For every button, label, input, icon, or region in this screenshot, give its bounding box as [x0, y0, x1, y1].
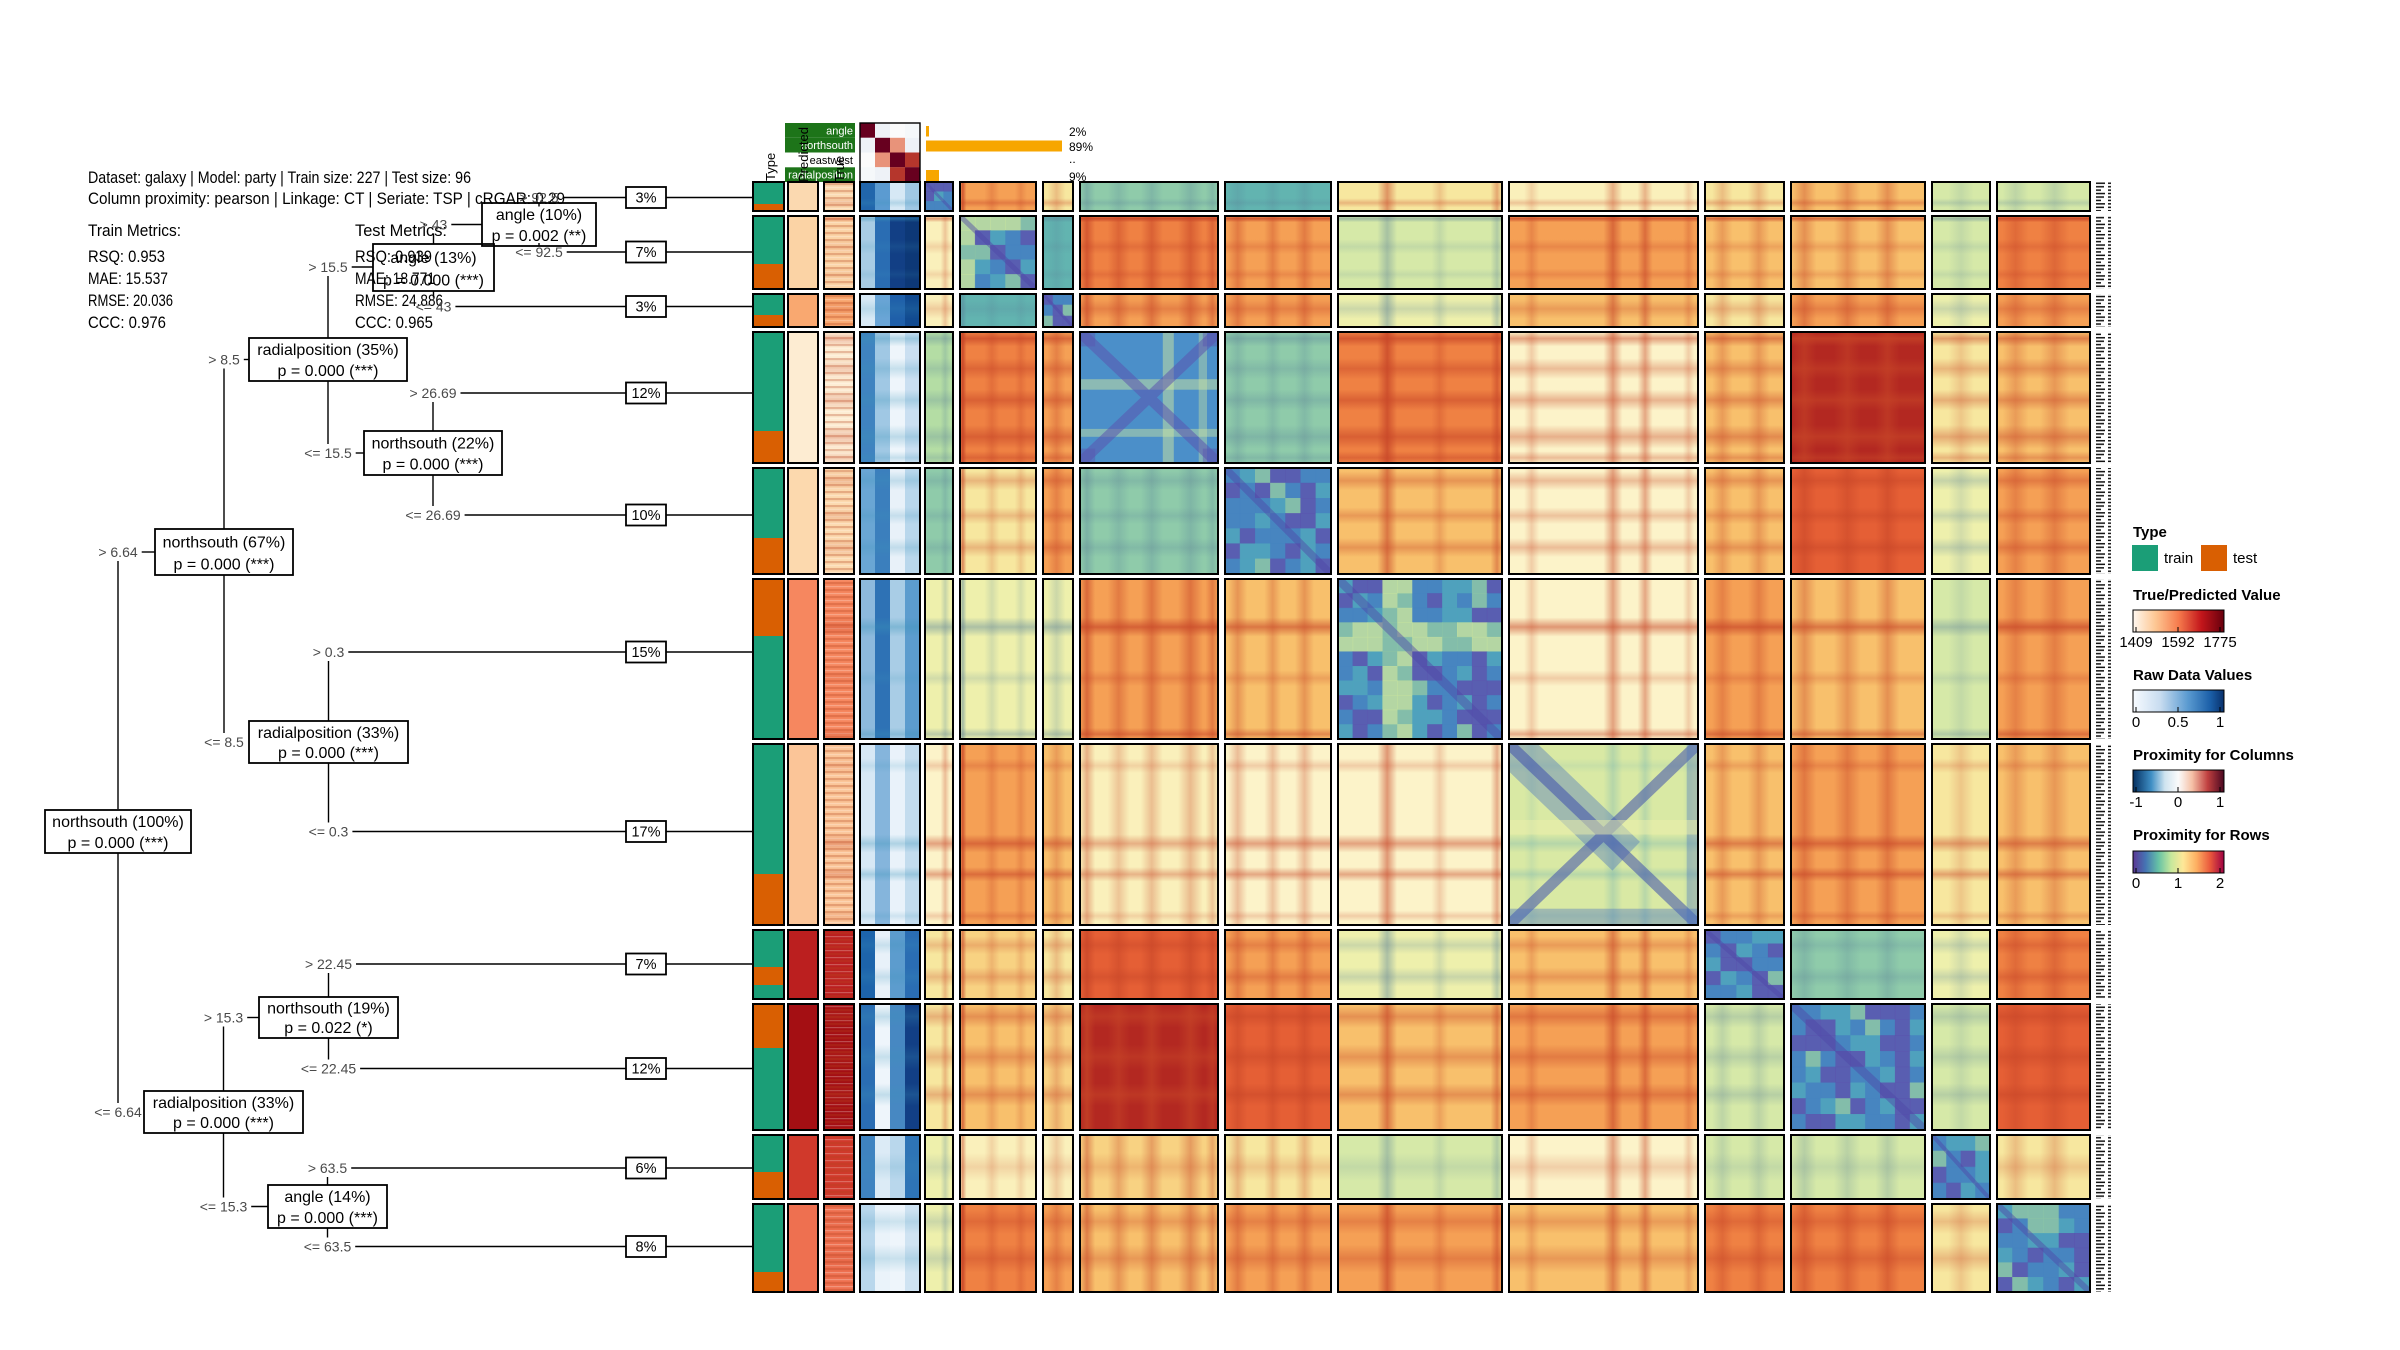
svg-text:1: 1: [2216, 714, 2224, 731]
svg-text:<= 92.5: <= 92.5: [515, 244, 563, 260]
svg-text:10%: 10%: [631, 508, 660, 524]
svg-text:3%: 3%: [636, 191, 657, 207]
svg-text:northsouth (67%): northsouth (67%): [163, 534, 286, 551]
svg-text:0: 0: [2132, 714, 2140, 731]
svg-text:train: train: [2164, 550, 2193, 567]
svg-text:radialposition (35%): radialposition (35%): [257, 342, 398, 359]
svg-text:p = 0.000 (***): p = 0.000 (***): [278, 363, 379, 380]
svg-text:northsouth (22%): northsouth (22%): [372, 436, 495, 453]
svg-text:angle: angle: [826, 125, 853, 137]
svg-text:6%: 6%: [636, 1161, 657, 1177]
svg-text:CCC: 0.976: CCC: 0.976: [88, 314, 166, 332]
svg-text:17%: 17%: [631, 825, 660, 841]
svg-text:0: 0: [2174, 794, 2182, 811]
svg-text:7%: 7%: [636, 957, 657, 973]
svg-text:> 6.64: > 6.64: [98, 544, 138, 560]
svg-text:eastwest: eastwest: [810, 155, 853, 167]
svg-text:12%: 12%: [631, 1062, 660, 1078]
svg-text:p = 0.000 (***): p = 0.000 (***): [174, 557, 275, 574]
svg-text:<= 22.45: <= 22.45: [301, 1061, 356, 1077]
svg-text:radialposition: radialposition: [788, 170, 853, 182]
svg-text:1409: 1409: [2119, 634, 2152, 651]
svg-text:Type: Type: [763, 153, 778, 181]
svg-text:angle (13%): angle (13%): [390, 250, 476, 267]
svg-text:<= 15.3: <= 15.3: [200, 1199, 248, 1215]
svg-text:p = 0.000 (***): p = 0.000 (***): [383, 457, 484, 474]
svg-text:1592: 1592: [2161, 634, 2194, 651]
svg-text:p = 0.000 (***): p = 0.000 (***): [68, 835, 169, 852]
svg-text:1775: 1775: [2203, 634, 2236, 651]
svg-text:> 92.5: > 92.5: [519, 190, 559, 206]
svg-text:RMSE: 24.886: RMSE: 24.886: [355, 292, 443, 310]
svg-text:RSQ: 0.939: RSQ: 0.939: [355, 248, 432, 266]
svg-text:1: 1: [2216, 794, 2224, 811]
svg-text:True: True: [832, 156, 847, 182]
svg-text:89%: 89%: [1069, 140, 1093, 154]
svg-text:MAE: 18.771: MAE: 18.771: [355, 270, 435, 288]
svg-text:> 26.69: > 26.69: [409, 385, 456, 401]
svg-text:Train Metrics:: Train Metrics:: [88, 222, 181, 240]
svg-text:Predicted: Predicted: [796, 127, 811, 182]
svg-text:Raw Data Values: Raw Data Values: [2133, 667, 2252, 684]
svg-text:> 15.5: > 15.5: [308, 259, 348, 275]
svg-text:northsouth (19%): northsouth (19%): [267, 1000, 390, 1017]
svg-text:12%: 12%: [631, 386, 660, 402]
svg-text:> 0.3: > 0.3: [313, 644, 345, 660]
svg-text:p = 0.002 (**): p = 0.002 (**): [492, 228, 587, 245]
svg-text:<= 6.64: <= 6.64: [94, 1104, 142, 1120]
svg-text:p = 0.000 (***): p = 0.000 (***): [278, 745, 379, 762]
svg-text:<= 0.3: <= 0.3: [309, 824, 349, 840]
svg-text:Proximity for Rows: Proximity for Rows: [2133, 827, 2270, 844]
svg-text:Test Metrics:: Test Metrics:: [355, 222, 447, 240]
svg-text:Column proximity: pearson | Li: Column proximity: pearson | Linkage: CT …: [88, 190, 565, 208]
svg-text:RMSE: 20.036: RMSE: 20.036: [88, 292, 173, 310]
svg-text:0: 0: [2132, 875, 2140, 892]
svg-text:True/Predicted Value: True/Predicted Value: [2133, 587, 2281, 604]
svg-text:angle (10%): angle (10%): [496, 207, 582, 224]
svg-text:2: 2: [2216, 875, 2224, 892]
svg-text:7%: 7%: [636, 245, 657, 261]
svg-text:<= 15.5: <= 15.5: [304, 445, 352, 461]
svg-text:Proximity for Columns: Proximity for Columns: [2133, 747, 2294, 764]
svg-text:<= 63.5: <= 63.5: [304, 1239, 352, 1255]
svg-text:15%: 15%: [631, 645, 660, 661]
svg-text:> 15.3: > 15.3: [204, 1010, 244, 1026]
svg-text:9%: 9%: [1069, 170, 1087, 184]
svg-text:2%: 2%: [1069, 125, 1087, 139]
svg-text:> 8.5: > 8.5: [208, 352, 240, 368]
svg-text:0.5: 0.5: [2168, 714, 2189, 731]
svg-text:radialposition (33%): radialposition (33%): [258, 725, 399, 742]
svg-text:> 43: > 43: [420, 217, 448, 233]
svg-text:MAE: 15.537: MAE: 15.537: [88, 270, 168, 288]
svg-text:<= 43: <= 43: [416, 299, 452, 315]
svg-text:p = 0.000 (***): p = 0.000 (***): [173, 1115, 274, 1132]
svg-text:northsouth: northsouth: [801, 140, 853, 152]
svg-text:..: ..: [1069, 152, 1076, 166]
svg-text:angle (14%): angle (14%): [284, 1189, 370, 1206]
svg-text:> 63.5: > 63.5: [308, 1160, 348, 1176]
svg-text:p = 0.022 (*): p = 0.022 (*): [284, 1020, 373, 1037]
svg-text:p = 0.000 (***): p = 0.000 (***): [383, 272, 484, 289]
svg-text:<= 8.5: <= 8.5: [204, 734, 244, 750]
svg-text:CCC: 0.965: CCC: 0.965: [355, 314, 433, 332]
svg-text:<= 26.69: <= 26.69: [405, 507, 460, 523]
svg-text:8%: 8%: [636, 1240, 657, 1256]
svg-text:Type: Type: [2133, 524, 2167, 541]
svg-text:radialposition (33%): radialposition (33%): [153, 1095, 294, 1112]
svg-text:1: 1: [2174, 875, 2182, 892]
svg-text:> 22.45: > 22.45: [305, 956, 352, 972]
svg-text:3%: 3%: [636, 300, 657, 316]
svg-text:RSQ: 0.953: RSQ: 0.953: [88, 248, 165, 266]
svg-text:northsouth (100%): northsouth (100%): [52, 814, 184, 831]
svg-text:-1: -1: [2129, 794, 2142, 811]
svg-text:test: test: [2233, 550, 2258, 567]
svg-text:p = 0.000 (***): p = 0.000 (***): [277, 1210, 378, 1227]
svg-text:Dataset: galaxy | Model: party: Dataset: galaxy | Model: party | Train s…: [88, 169, 471, 187]
